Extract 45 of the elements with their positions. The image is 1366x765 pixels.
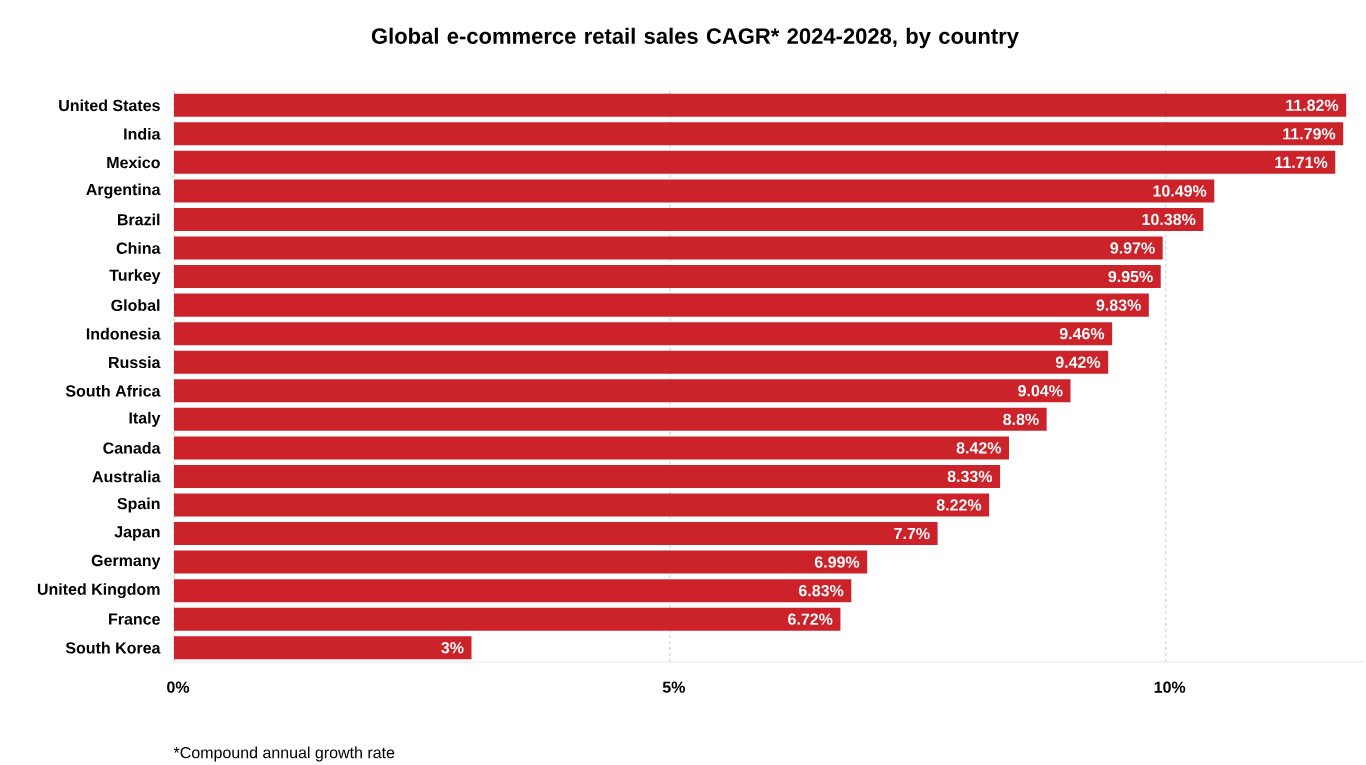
y-tick-label: South Korea bbox=[65, 641, 161, 654]
data-label: 9.95% bbox=[1108, 270, 1153, 283]
y-tick-label: Turkey bbox=[109, 269, 161, 285]
data-label: 8.42% bbox=[956, 442, 1002, 454]
y-tick-label: Spain bbox=[117, 497, 160, 513]
y-tick-label: United States bbox=[59, 99, 160, 112]
y-tick-label: France bbox=[109, 613, 160, 625]
y-tick-label: Argentina bbox=[86, 183, 161, 199]
data-label: 9.83% bbox=[1096, 299, 1141, 311]
data-label: 3% bbox=[441, 642, 464, 654]
y-tick-label: China bbox=[116, 242, 161, 254]
text: *Compound annual growth rate bbox=[173, 746, 395, 762]
chart-title: Global e-commerce retail sales CAGR* 2024-2028, by country bbox=[371, 27, 1019, 49]
x-tick-label: 0% bbox=[167, 681, 190, 693]
x-tick-label: 10% bbox=[1154, 681, 1186, 693]
data-label: 10.38% bbox=[1142, 213, 1196, 226]
data-label: 8.33% bbox=[947, 470, 993, 483]
y-tick-label: South Africa bbox=[65, 384, 161, 397]
data-label: 9.42% bbox=[1055, 356, 1101, 368]
y-tick-label: Japan bbox=[114, 526, 160, 541]
y-tick-label: Italy bbox=[129, 411, 161, 427]
y-tick-label: India bbox=[124, 127, 161, 140]
data-label: 8.8% bbox=[1003, 413, 1039, 425]
data-label: 6.99% bbox=[814, 556, 860, 568]
y-tick-label: Indonesia bbox=[86, 327, 161, 340]
y-tick-label: Brazil bbox=[117, 213, 160, 226]
data-label: 11.71% bbox=[1275, 156, 1328, 168]
data-label: 9.97% bbox=[1110, 242, 1155, 254]
data-label: 6.72% bbox=[788, 613, 833, 625]
y-tick-label: Canada bbox=[103, 442, 161, 454]
y-tick-label: Germany bbox=[91, 554, 161, 570]
x-tick-label: 5% bbox=[662, 681, 685, 693]
y-tick-label: Mexico bbox=[107, 156, 160, 169]
data-label: 8.22% bbox=[936, 499, 982, 511]
data-label: 6.83% bbox=[799, 584, 844, 597]
y-tick-label: Australia bbox=[92, 470, 161, 483]
y-tick-label: United Kingdom bbox=[37, 583, 160, 599]
data-label: 11.82% bbox=[1286, 99, 1339, 111]
data-label: 10.49% bbox=[1153, 185, 1207, 197]
y-tick-label: Global bbox=[111, 299, 160, 311]
data-label: 7.7% bbox=[894, 527, 930, 540]
data-label: 9.46% bbox=[1059, 328, 1105, 340]
data-label: 11.79% bbox=[1283, 128, 1336, 140]
y-tick-label: Russia bbox=[109, 356, 161, 369]
data-label: 9.04% bbox=[1018, 385, 1063, 397]
